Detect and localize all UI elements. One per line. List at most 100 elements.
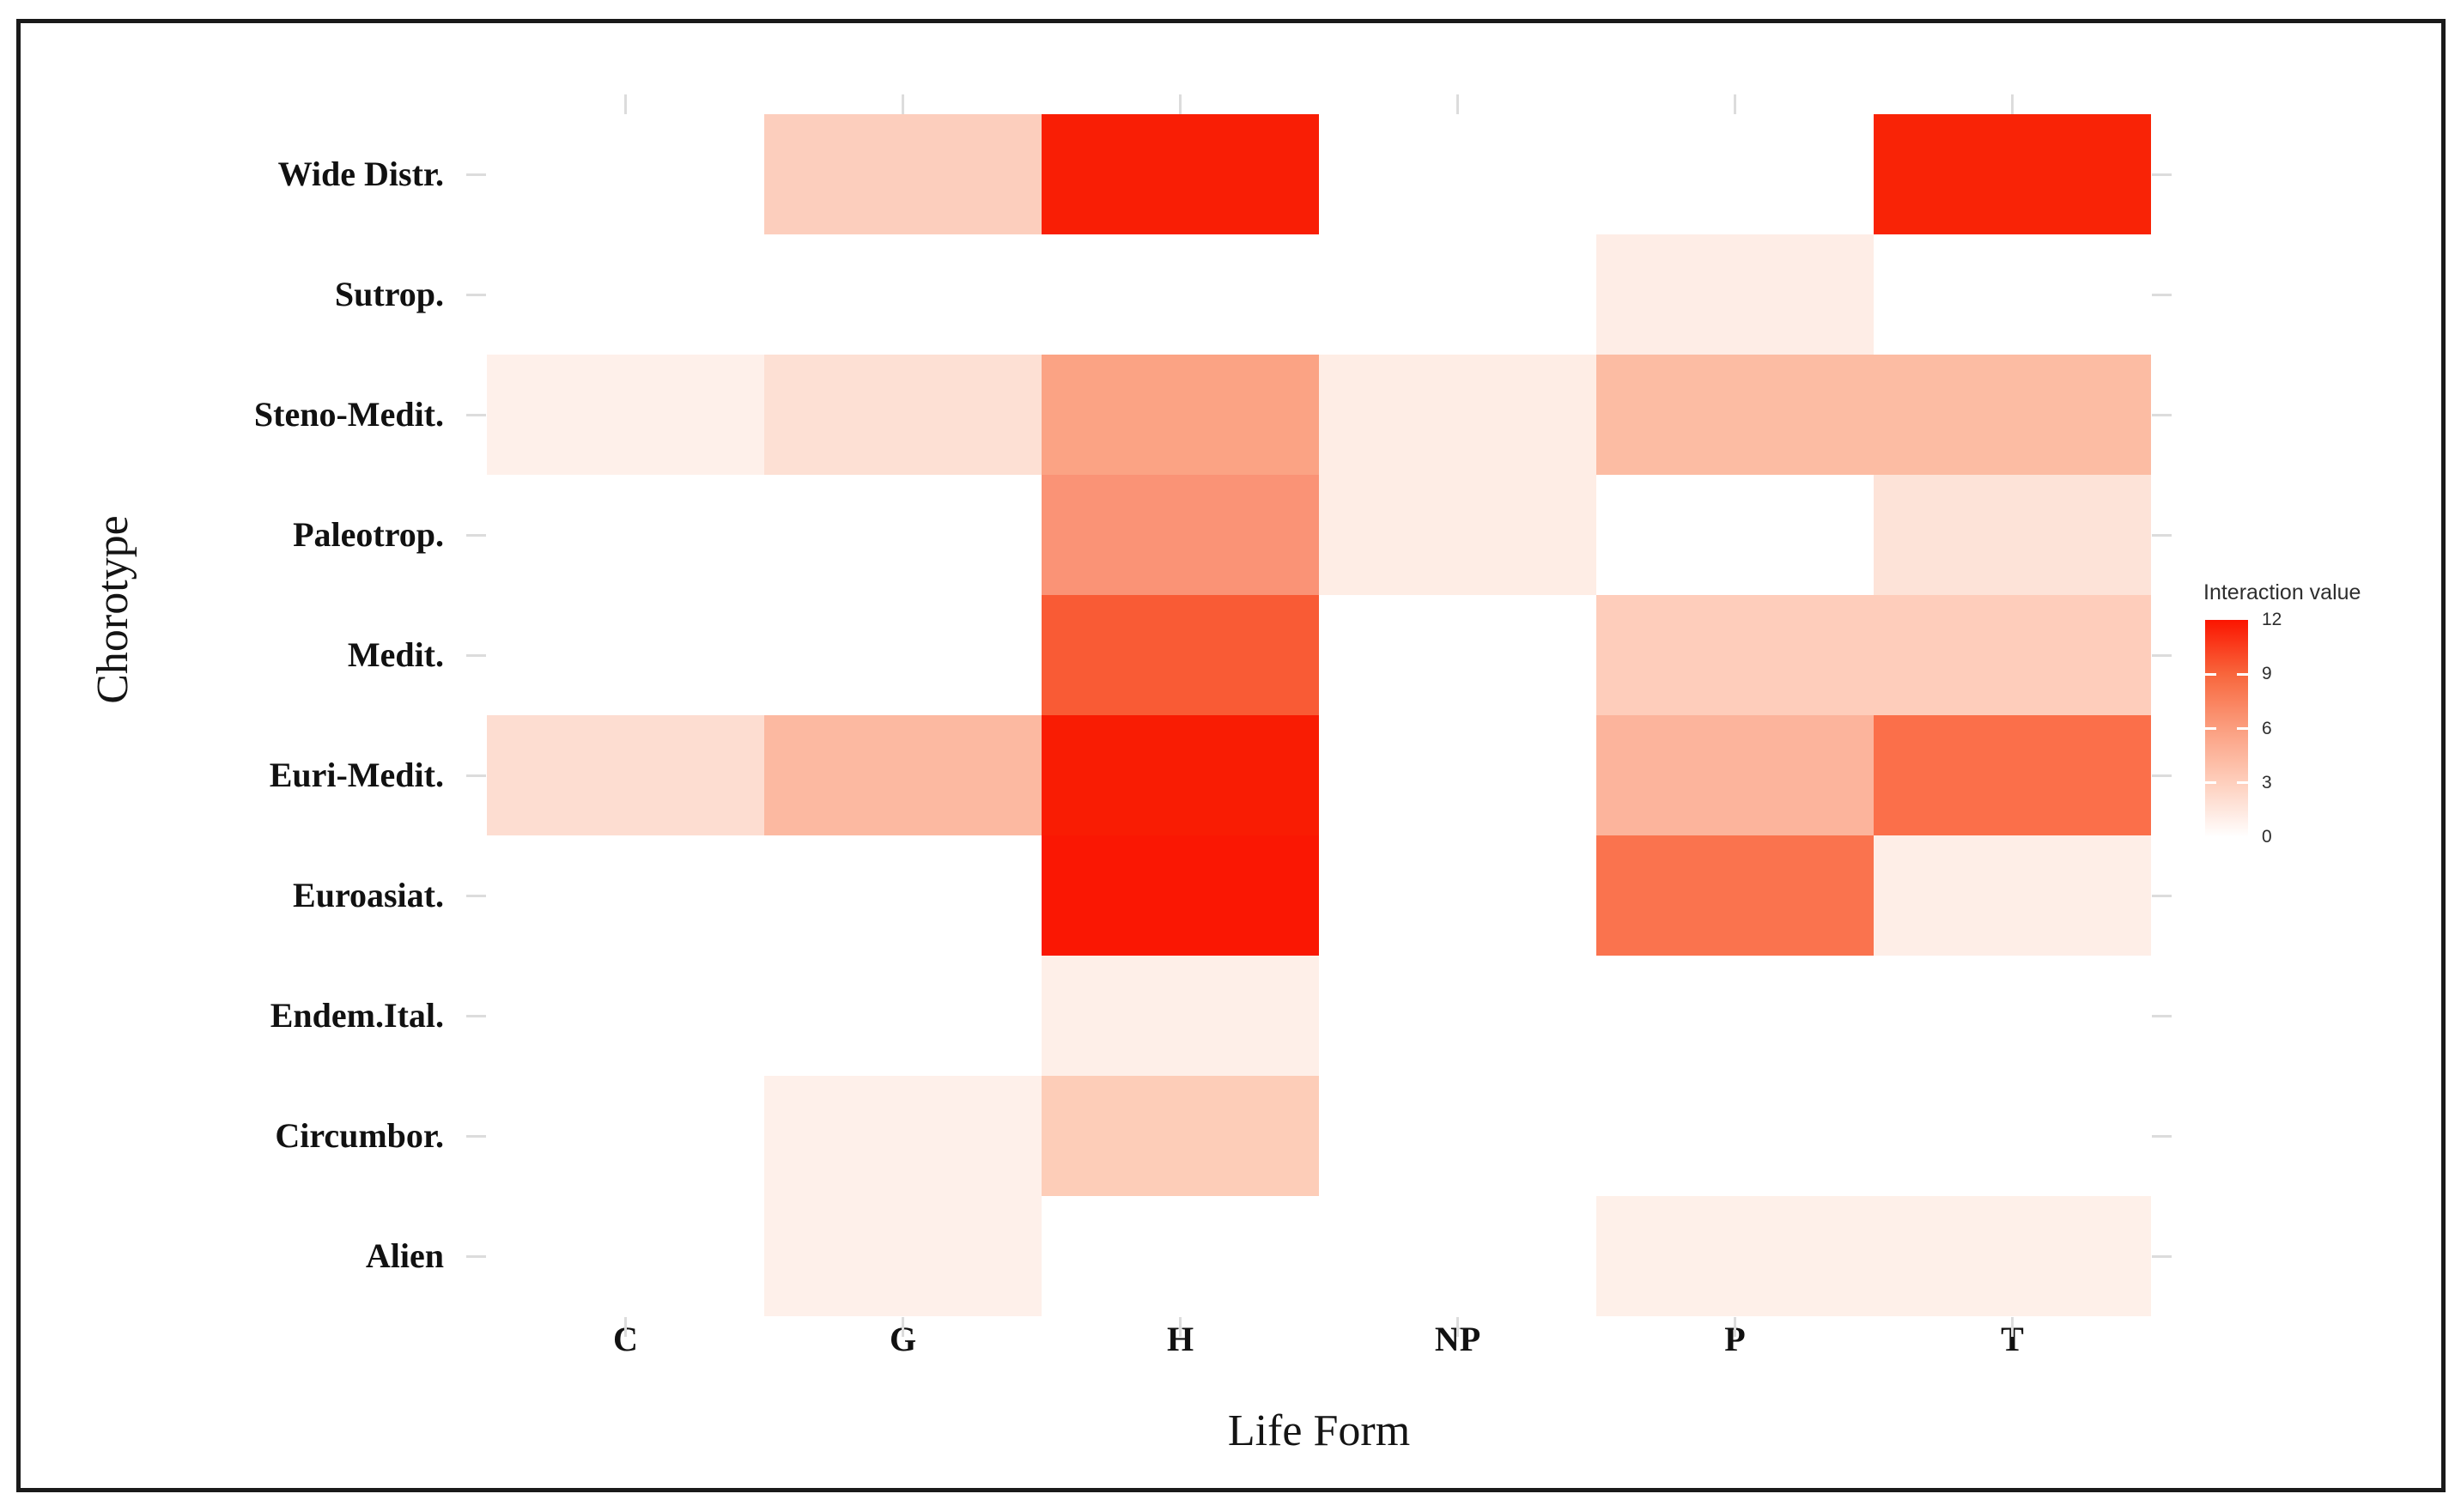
heatmap-cell: [1319, 355, 1596, 475]
y-axis-label: Wide Distr.: [277, 155, 444, 193]
heatmap-cell: [487, 715, 764, 835]
heatmap-cell: [1042, 114, 1319, 234]
heatmap-cell: [487, 1196, 764, 1316]
heatmap-cell: [487, 234, 764, 355]
axis-tick: [466, 774, 486, 777]
heatmap-cell: [487, 595, 764, 715]
heatmap-cell: [1874, 114, 2151, 234]
axis-tick: [624, 94, 627, 114]
axis-tick: [2152, 894, 2172, 897]
y-axis-title: Chorotype: [88, 515, 137, 704]
y-axis-label: Endem.Ital.: [270, 996, 444, 1035]
heatmap-cell: [764, 956, 1042, 1076]
legend-tick-mark: [2205, 727, 2216, 730]
heatmap-cell: [1319, 1196, 1596, 1316]
heatmap-cell: [1874, 1076, 2151, 1196]
heatmap-cell: [1596, 114, 1874, 234]
y-axis-label: Euri-Medit.: [269, 756, 444, 794]
heatmap-cell: [1319, 956, 1596, 1076]
axis-tick: [902, 1317, 904, 1337]
axis-tick: [466, 1254, 486, 1258]
heatmap-cell: [1874, 475, 2151, 595]
axis-tick: [466, 653, 486, 657]
axis-tick: [466, 413, 486, 416]
axis-tick: [2152, 173, 2172, 176]
axis-tick: [2152, 653, 2172, 657]
y-axis-label: Euroasiat.: [293, 876, 444, 914]
heatmap-cell: [1042, 1196, 1319, 1316]
axis-tick: [1734, 1317, 1736, 1337]
heatmap-cell: [1042, 1076, 1319, 1196]
heatmap-cell: [1042, 956, 1319, 1076]
heatmap-cell: [1319, 475, 1596, 595]
axis-tick: [2011, 1317, 2014, 1337]
legend-tick-label: 3: [2262, 772, 2272, 792]
heatmap-cell: [1319, 114, 1596, 234]
legend-tick-label: 0: [2262, 827, 2272, 847]
legend-gradient-bar: [2205, 620, 2248, 837]
heatmap-cell: [1596, 1196, 1874, 1316]
heatmap-cell: [1042, 355, 1319, 475]
heatmap-cell: [1319, 835, 1596, 956]
legend-tick-mark: [2205, 781, 2216, 785]
heatmap-cell: [1596, 715, 1874, 835]
heatmap-cell: [487, 355, 764, 475]
axis-tick: [902, 94, 904, 114]
heatmap-cell: [764, 1196, 1042, 1316]
axis-tick: [1179, 94, 1182, 114]
axis-tick: [466, 1014, 486, 1017]
heatmap-cell: [1596, 956, 1874, 1076]
heatmap-cell: [487, 956, 764, 1076]
heatmap-cell: [1319, 595, 1596, 715]
heatmap-cell: [764, 715, 1042, 835]
y-axis-label: Circumbor.: [275, 1116, 444, 1155]
heatmap-cell: [487, 114, 764, 234]
axis-tick: [2011, 94, 2014, 114]
heatmap-cell: [1042, 595, 1319, 715]
y-axis-label: Steno-Medit.: [253, 395, 444, 434]
axis-tick: [2152, 293, 2172, 296]
x-axis-title: Life Form: [1227, 1406, 1411, 1455]
legend-title: Interaction value: [2203, 580, 2361, 604]
axis-tick: [466, 894, 486, 897]
axis-tick: [466, 1134, 486, 1138]
heatmap-cell: [1874, 355, 2151, 475]
heatmap-cell: [1874, 835, 2151, 956]
heatmap-cell: [1596, 234, 1874, 355]
heatmap-cell: [1042, 715, 1319, 835]
axis-tick: [1734, 94, 1736, 114]
heatmap-cell: [1596, 835, 1874, 956]
heatmap-cell: [1596, 595, 1874, 715]
heatmap-cell: [764, 114, 1042, 234]
heatmap-cell: [764, 595, 1042, 715]
heatmap-cell: [1596, 1076, 1874, 1196]
heatmap-cell: [1874, 234, 2151, 355]
y-axis-label: Paleotrop.: [293, 515, 444, 554]
axis-tick: [466, 533, 486, 537]
figure-border: [16, 19, 2446, 1492]
heatmap-cell: [1319, 1076, 1596, 1196]
heatmap-cell: [487, 835, 764, 956]
heatmap-cell: [764, 475, 1042, 595]
axis-tick: [2152, 533, 2172, 537]
heatmap-cell: [1596, 355, 1874, 475]
heatmap-cell: [1874, 1196, 2151, 1316]
axis-tick: [466, 173, 486, 176]
axis-tick: [2152, 1014, 2172, 1017]
heatmap-cell: [1042, 234, 1319, 355]
heatmap-cell: [1042, 475, 1319, 595]
axis-tick: [2152, 1134, 2172, 1138]
heatmap-cell: [1874, 956, 2151, 1076]
heatmap-panel: [487, 114, 2151, 1316]
y-axis-label: Sutrop.: [334, 275, 444, 313]
axis-tick: [1456, 1317, 1459, 1337]
y-axis-label: Medit.: [347, 635, 444, 674]
legend-tick-mark: [2237, 672, 2248, 676]
axis-tick: [466, 293, 486, 296]
legend-tick-mark: [2237, 781, 2248, 785]
axis-tick: [2152, 774, 2172, 777]
y-axis-label: Alien: [365, 1236, 444, 1275]
axis-tick: [1456, 94, 1459, 114]
legend-tick-mark: [2237, 727, 2248, 730]
